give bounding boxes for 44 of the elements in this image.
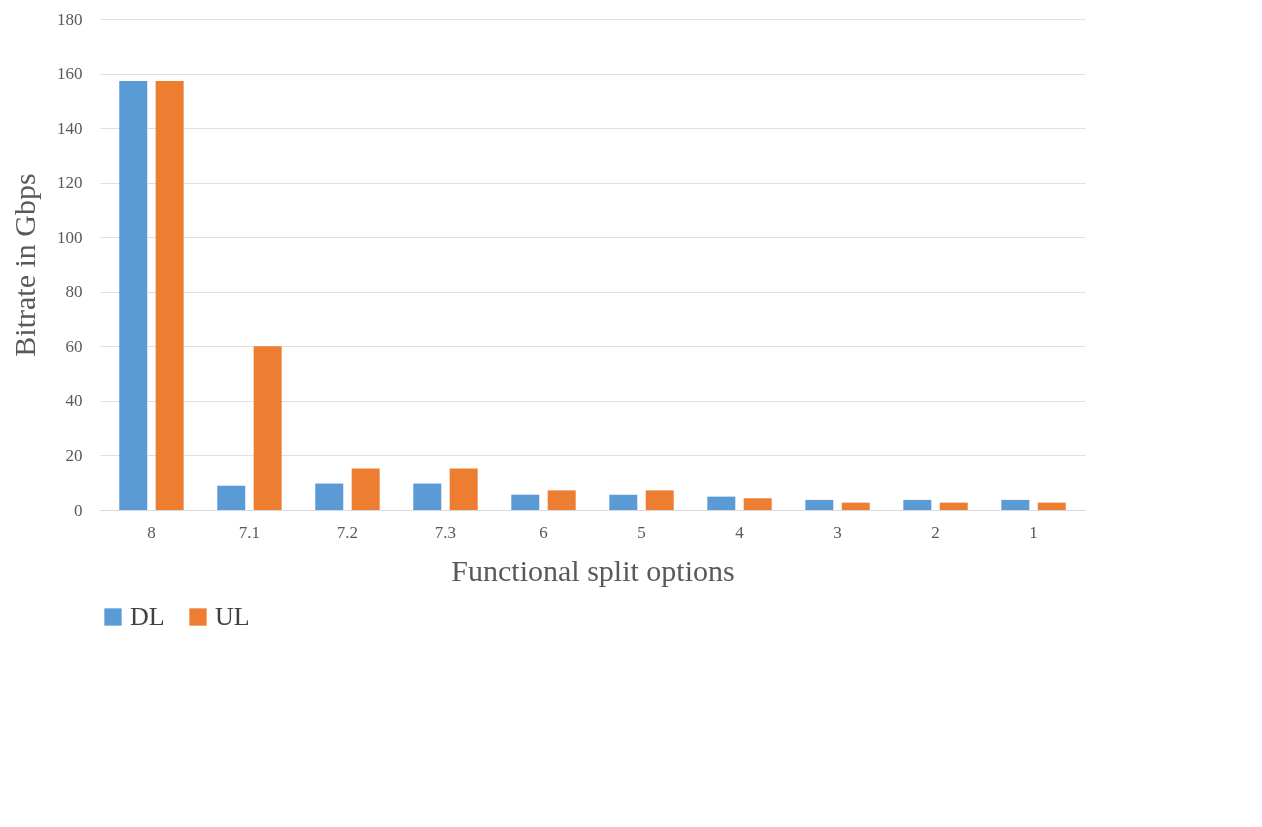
bar [903, 499, 932, 510]
bar [743, 498, 772, 510]
x-axis-title: Functional split options [451, 553, 735, 587]
bar [805, 499, 834, 510]
bar [547, 490, 576, 510]
x-tick-label: 4 [735, 522, 745, 542]
y-tick-label: 40 [65, 391, 83, 411]
legend-label: UL [215, 602, 250, 631]
y-tick-label: 60 [65, 336, 83, 356]
y-tick-label: 180 [57, 9, 83, 29]
bar [253, 346, 282, 510]
y-tick-label: 120 [57, 173, 83, 193]
x-tick-label: 3 [833, 522, 842, 542]
bar [707, 496, 736, 510]
bar [939, 502, 968, 510]
bar [1001, 499, 1030, 510]
y-axis-title: Bitrate in Gbps [8, 173, 41, 357]
bar [217, 485, 246, 510]
x-tick-label: 7.3 [434, 522, 457, 542]
y-tick-label: 100 [57, 227, 83, 247]
bar [841, 502, 870, 510]
y-tick-label: 0 [74, 500, 83, 520]
bar [511, 494, 540, 510]
y-tick-label: 160 [57, 64, 83, 84]
x-tick-label: 8 [147, 522, 156, 542]
x-tick-label: 1 [1029, 522, 1038, 542]
x-tick-label: 7.2 [336, 522, 359, 542]
x-tick-label: 6 [539, 522, 548, 542]
bar [413, 483, 442, 510]
bar [609, 494, 638, 510]
y-tick-label: 140 [57, 118, 83, 138]
x-tick-label: 2 [931, 522, 940, 542]
bar [315, 483, 344, 510]
y-tick-label: 80 [65, 282, 83, 302]
bar [1037, 502, 1066, 510]
bar [645, 490, 674, 510]
bar [119, 80, 148, 510]
bar [351, 468, 380, 510]
bar [449, 468, 478, 510]
x-tick-label: 5 [637, 522, 646, 542]
legend-label: DL [130, 602, 165, 631]
x-tick-label: 7.1 [238, 522, 261, 542]
bar [155, 80, 184, 510]
y-tick-label: 20 [65, 445, 83, 465]
